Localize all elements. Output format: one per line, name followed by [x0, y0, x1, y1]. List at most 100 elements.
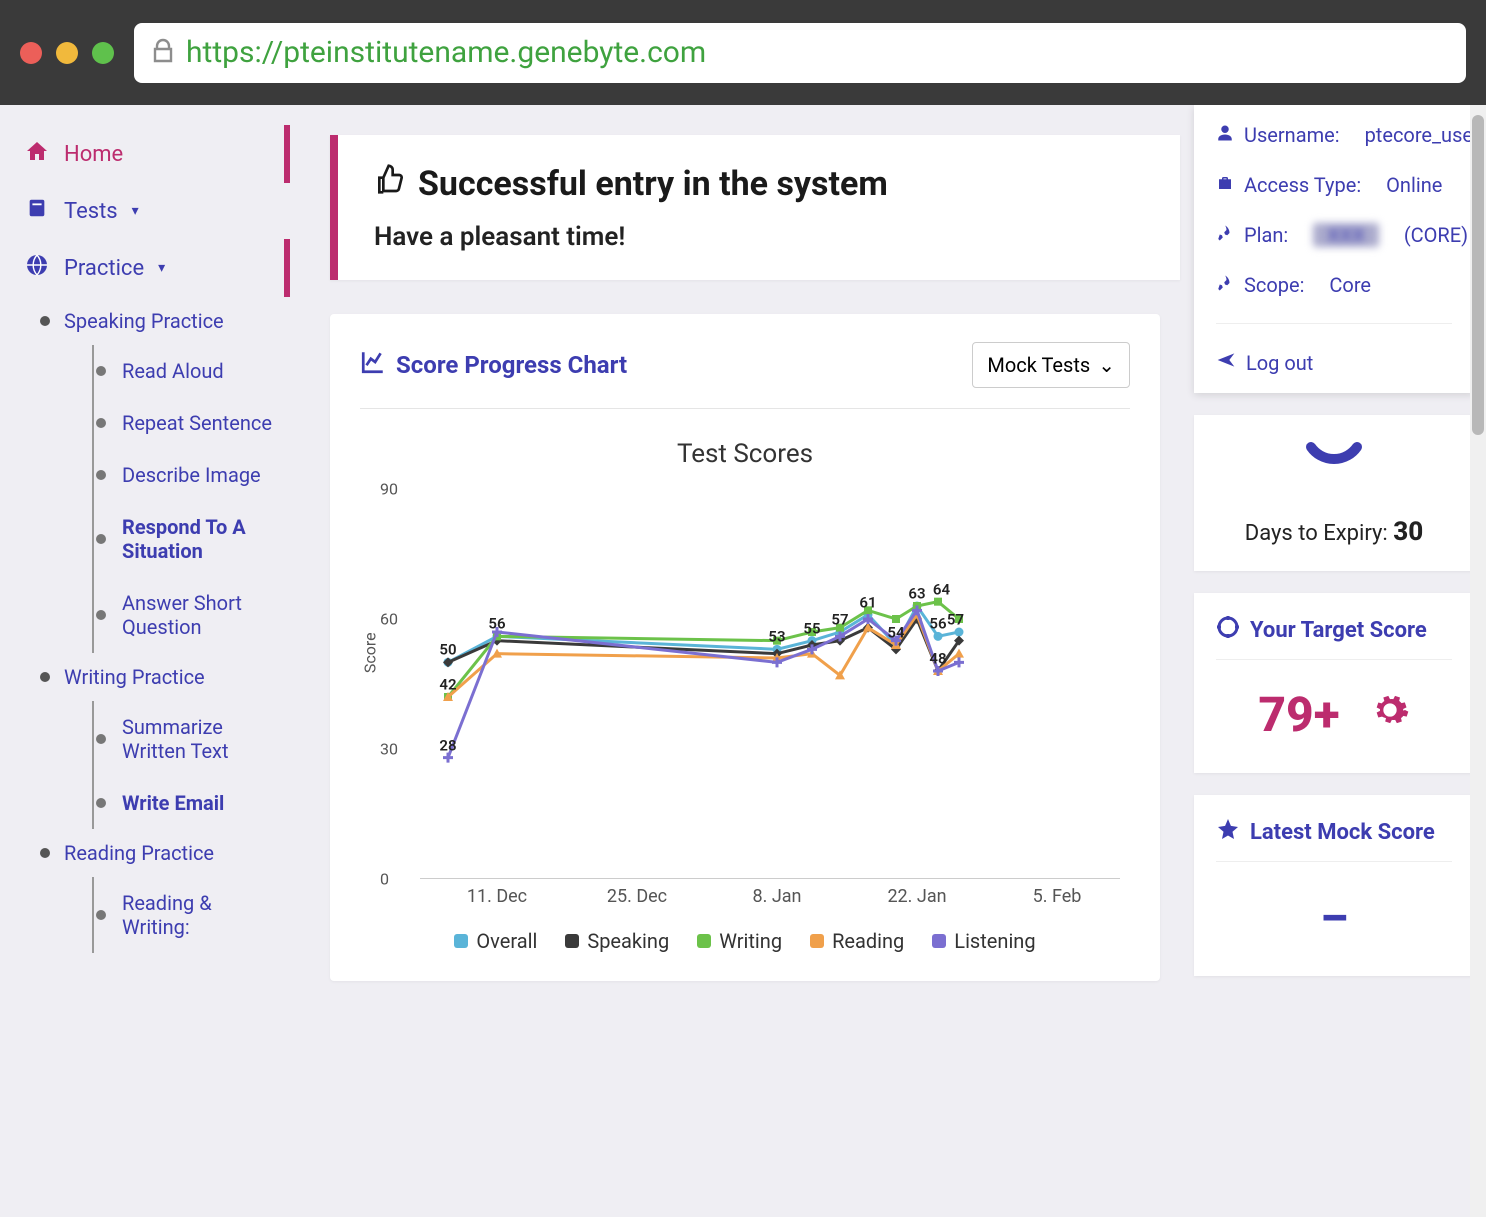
home-icon: [24, 139, 50, 169]
user-info-plan: Plan: XXX (CORE): [1216, 223, 1452, 247]
card-title-text: Your Target Score: [1250, 618, 1427, 643]
chevron-down-icon: ⌄: [1098, 353, 1115, 377]
chart-svg: [420, 489, 1120, 879]
sidebar-item-reading-practice[interactable]: Reading Practice: [40, 829, 290, 877]
chart-plot-title: Test Scores: [360, 439, 1130, 469]
sidebar-item-speaking-practice[interactable]: Speaking Practice: [40, 297, 290, 345]
chart-title-text: Score Progress Chart: [396, 351, 627, 379]
sidebar: Home Tests ▾ Practice ▾ Speaking Practic…: [0, 105, 290, 1217]
sidebar-subitem[interactable]: Repeat Sentence: [78, 397, 290, 449]
legend-item[interactable]: Listening: [932, 929, 1035, 953]
banner-title: Successful entry in the system: [418, 164, 888, 204]
bullet-icon: [96, 734, 106, 744]
nav-label: Respond To A Situation: [122, 515, 280, 563]
welcome-banner: Successful entry in the system Have a pl…: [330, 135, 1180, 280]
x-tick: 22. Jan: [887, 886, 946, 907]
y-axis-label: Score: [361, 632, 380, 673]
sidebar-item-tests[interactable]: Tests ▾: [0, 183, 290, 239]
sidebar-subitem[interactable]: Describe Image: [78, 449, 290, 501]
legend-marker-icon: [565, 934, 579, 948]
expiry-card: Days to Expiry: 30: [1194, 415, 1474, 571]
star-icon: [1216, 817, 1240, 847]
data-point-label: 48: [929, 649, 946, 667]
rocket-icon: [1216, 273, 1234, 297]
sidebar-subitem[interactable]: Summarize Written Text: [78, 701, 290, 777]
data-point-label: 56: [929, 615, 946, 633]
sidebar-subitem[interactable]: Read Aloud: [78, 345, 290, 397]
legend-item[interactable]: Overall: [454, 929, 537, 953]
latest-mock-card: Latest Mock Score –: [1194, 795, 1474, 976]
briefcase-icon: [1216, 173, 1234, 197]
user-dropdown-panel: Username: ptecore_user Access Type: Onli…: [1194, 105, 1474, 393]
legend-label: Speaking: [587, 929, 669, 953]
sidebar-subitem[interactable]: Respond To A Situation: [78, 501, 290, 577]
select-value: Mock Tests: [987, 353, 1090, 377]
legend-item[interactable]: Reading: [810, 929, 904, 953]
bullet-icon: [96, 366, 106, 376]
data-point-label: 53: [768, 628, 785, 646]
sidebar-item-writing-practice[interactable]: Writing Practice: [40, 653, 290, 701]
data-point-label: 55: [803, 619, 820, 637]
nav-label: Write Email: [122, 791, 224, 815]
plane-icon: [1216, 350, 1236, 375]
nav-label: Home: [64, 142, 123, 167]
card-title-text: Latest Mock Score: [1250, 820, 1435, 845]
maximize-window-icon[interactable]: [92, 42, 114, 64]
user-info-access: Access Type: Online: [1216, 173, 1452, 197]
y-tick: 30: [380, 740, 398, 759]
scrollbar-thumb[interactable]: [1472, 115, 1484, 435]
sidebar-subitem[interactable]: Reading & Writing:: [78, 877, 290, 953]
browser-chrome: https://pteinstitutename.genebyte.com: [0, 0, 1486, 105]
close-window-icon[interactable]: [20, 42, 42, 64]
gear-icon[interactable]: [1370, 690, 1410, 740]
expiry-label: Days to Expiry:: [1245, 521, 1388, 546]
data-point-label: 64: [933, 580, 950, 598]
address-bar[interactable]: https://pteinstitutename.genebyte.com: [134, 23, 1466, 83]
chart-plot-area: Score 030609011. Dec25. Dec8. Jan22. Jan…: [420, 489, 1120, 879]
blurred-value: XXX: [1313, 223, 1379, 247]
nav-label: Describe Image: [122, 463, 261, 487]
nav-label: Tests: [64, 199, 118, 224]
thumbs-up-icon: [374, 163, 406, 204]
logout-button[interactable]: Log out: [1216, 350, 1452, 375]
y-tick: 90: [380, 480, 398, 499]
nav-label: Repeat Sentence: [122, 411, 272, 435]
nav-label: Reading Practice: [64, 841, 214, 865]
banner-subtitle: Have a pleasant time!: [374, 222, 1144, 252]
user-icon: [1216, 123, 1234, 147]
nav-label: Read Aloud: [122, 359, 224, 383]
chart-type-select[interactable]: Mock Tests ⌄: [972, 342, 1130, 388]
sidebar-item-home[interactable]: Home: [0, 125, 290, 183]
bullet-icon: [96, 798, 106, 808]
score-chart-card: Score Progress Chart Mock Tests ⌄ Test S…: [330, 314, 1160, 981]
chart-legend: Overall Speaking Writing Reading Listening: [360, 929, 1130, 953]
chart-line-icon: [360, 349, 386, 381]
url-text: https://pteinstitutename.genebyte.com: [186, 35, 706, 70]
sidebar-item-practice[interactable]: Practice ▾: [0, 239, 290, 297]
nav-label: Practice: [64, 256, 144, 281]
y-tick: 60: [380, 610, 398, 629]
minimize-window-icon[interactable]: [56, 42, 78, 64]
data-point-label: 50: [439, 641, 456, 659]
expiry-arc-icon: [1218, 439, 1450, 501]
sidebar-subitem[interactable]: Answer Short Question: [78, 577, 290, 653]
mock-score-value: –: [1216, 862, 1452, 954]
legend-marker-icon: [810, 934, 824, 948]
target-icon: [1216, 615, 1240, 645]
legend-item[interactable]: Speaking: [565, 929, 669, 953]
data-point-label: 63: [908, 584, 925, 602]
globe-icon: [24, 253, 50, 283]
bullet-icon: [40, 848, 50, 858]
legend-item[interactable]: Writing: [697, 929, 782, 953]
scrollbar[interactable]: [1470, 105, 1486, 1217]
lock-icon: [152, 38, 174, 68]
sidebar-subitem[interactable]: Write Email: [78, 777, 290, 829]
data-point-label: 54: [887, 623, 904, 641]
legend-label: Overall: [476, 929, 537, 953]
rocket-icon: [1216, 223, 1234, 247]
data-point-label: 57: [947, 610, 964, 628]
bullet-icon: [40, 672, 50, 682]
nav-label: Answer Short Question: [122, 591, 280, 639]
x-tick: 5. Feb: [1033, 886, 1082, 907]
x-tick: 8. Jan: [753, 886, 802, 907]
